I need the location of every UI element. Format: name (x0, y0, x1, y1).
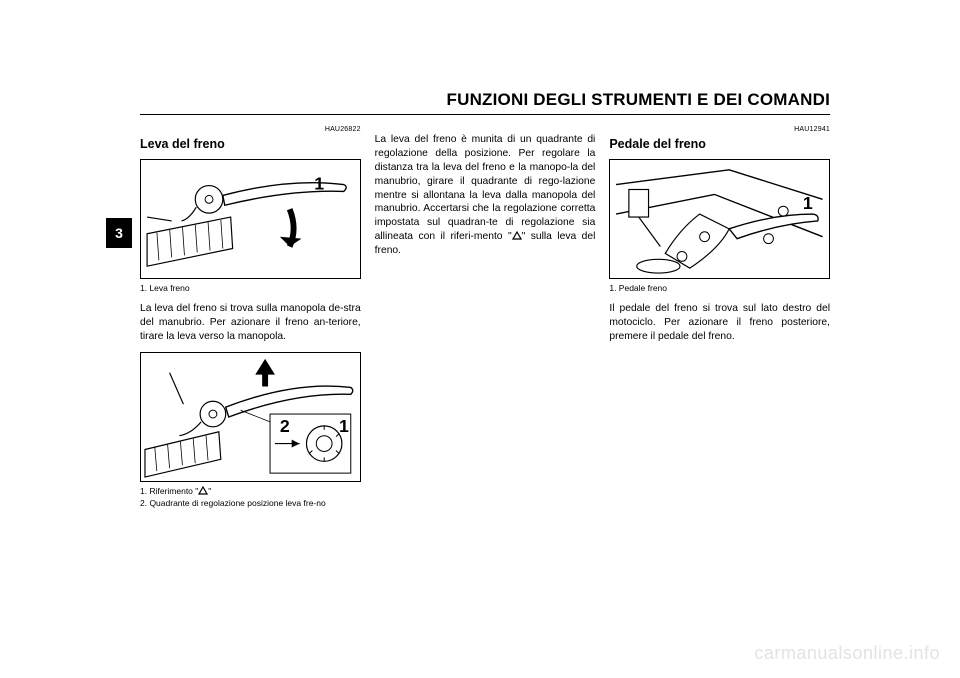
column-1: HAU26822 Leva del freno (140, 125, 361, 517)
brake-lever-illustration: 1 (141, 160, 360, 278)
figure-caption-1: 1. Leva freno (140, 283, 361, 294)
figure-caption-2: 1. Riferimento " " 2. Quadrante di regola… (140, 486, 361, 509)
page-title: FUNZIONI DEGLI STRUMENTI E DEI COMANDI (140, 90, 830, 110)
svg-text:1: 1 (314, 174, 324, 194)
caption-text-end: " (208, 486, 211, 496)
body-text-a: La leva del freno è munita di un quadran… (375, 134, 596, 242)
column-2: La leva del freno è munita di un quadran… (375, 125, 596, 517)
svg-text:2: 2 (280, 416, 290, 436)
figure-brake-pedal: 1 (609, 159, 830, 279)
chapter-number: 3 (115, 225, 123, 241)
column-3: HAU12941 Pedale del freno (609, 125, 830, 517)
section-title-pedale: Pedale del freno (609, 136, 830, 153)
section-title-leva: Leva del freno (140, 136, 361, 153)
caption-line: 1. Leva freno (140, 283, 361, 294)
watermark: carmanualsonline.info (754, 643, 940, 664)
body-text: Il pedale del freno si trova sul lato de… (609, 302, 830, 344)
header-rule (140, 114, 830, 115)
section-code: HAU26822 (140, 125, 361, 134)
brake-pedal-illustration: 1 (610, 160, 829, 278)
svg-text:1: 1 (803, 193, 813, 213)
chapter-tab: 3 (106, 218, 132, 248)
section-code: HAU12941 (609, 125, 830, 134)
caption-line: 2. Quadrante di regolazione posizione le… (140, 498, 361, 509)
figure-brake-lever: 1 (140, 159, 361, 279)
triangle-mark-icon (512, 231, 522, 240)
caption-line: 1. Pedale freno (609, 283, 830, 294)
figure-lever-adjust: 2 1 (140, 352, 361, 482)
svg-text:1: 1 (339, 416, 349, 436)
lever-adjust-illustration: 2 1 (141, 353, 360, 481)
body-text: La leva del freno si trova sulla manopol… (140, 302, 361, 344)
caption-line: 1. Riferimento " " (140, 486, 361, 497)
columns: HAU26822 Leva del freno (140, 125, 830, 517)
triangle-mark-icon (198, 486, 208, 495)
page: 3 FUNZIONI DEGLI STRUMENTI E DEI COMANDI… (0, 0, 960, 678)
caption-text: 1. Riferimento " (140, 486, 198, 496)
figure-caption-3: 1. Pedale freno (609, 283, 830, 294)
body-text: La leva del freno è munita di un quadran… (375, 133, 596, 258)
content-area: FUNZIONI DEGLI STRUMENTI E DEI COMANDI H… (140, 90, 830, 630)
